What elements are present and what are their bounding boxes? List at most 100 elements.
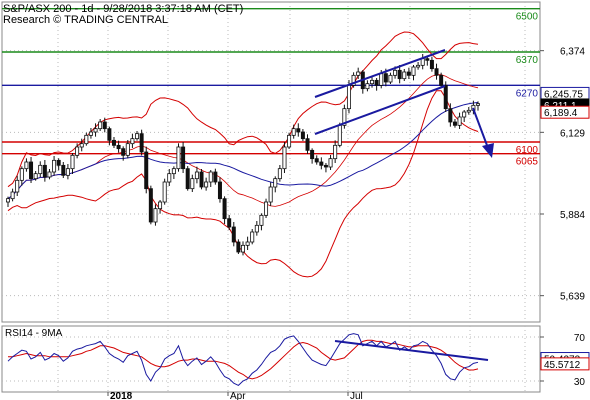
candle [144,146,149,194]
candle [277,165,282,182]
candle [194,166,199,184]
candle [135,131,140,141]
moving-average-line [7,101,479,200]
candle-body [194,171,199,180]
candle-body [56,159,61,166]
candle-body [379,73,384,86]
candle-body [236,241,241,253]
candle-body [116,144,121,150]
candle [254,221,259,236]
candle-body [167,173,172,183]
candle [111,137,116,148]
candle [190,174,195,192]
candle-body [268,186,273,203]
candle [273,176,278,193]
candle [342,104,347,129]
candle-body [448,108,453,123]
candle-body [227,218,232,228]
price-axis-label: 5,639 [560,292,585,303]
candle [121,146,126,161]
candle-body [79,143,84,148]
candle-body [47,171,52,178]
candle-body [397,69,402,80]
candle [15,175,20,196]
candle [319,157,324,170]
candle [268,182,273,206]
candle [351,72,356,88]
channel-upper-line [314,49,446,98]
candle-body [153,208,158,223]
candle-body [75,146,80,156]
candle [429,56,434,72]
candle [365,80,370,92]
candle [287,132,292,149]
candle [264,198,269,218]
candle-body [365,83,370,90]
forecast-arrow-line [472,107,489,149]
candle-body [370,79,375,85]
candle-body [245,241,250,246]
candle-body [213,171,218,183]
candle-body [475,103,480,106]
candle-body [199,171,204,188]
candle-body [337,124,342,146]
candle-body [429,59,434,70]
candle [434,63,439,80]
candle [337,122,342,148]
candle-body [61,164,66,176]
candle-body [24,161,29,170]
candle-body [15,179,20,193]
candle-body [121,148,126,156]
candle-body [388,74,393,83]
candle [162,178,167,205]
rsi-axis-label: 30 [574,377,586,388]
candle-body [65,168,70,176]
candle-body [10,191,15,200]
candles [6,54,480,256]
candle [333,140,338,163]
candle-body [425,58,430,61]
candle-body [190,178,195,190]
candle-body [296,128,301,133]
candle [282,142,287,173]
level-label: 6270 [516,88,539,99]
candle-body [310,149,315,160]
candle [374,78,379,91]
candle [56,158,61,171]
annotations [314,49,494,158]
price-tag: 6,245.75 [540,86,590,100]
candle [462,110,467,122]
price-axis-label: 6,129 [560,128,585,139]
level-label: 6500 [516,12,539,23]
candle [139,129,144,156]
candle-body [319,161,324,166]
candle [204,177,209,191]
candle [102,117,107,133]
bollinger-upper [7,31,479,188]
candle [116,140,121,153]
candle-body [33,173,38,180]
price-tag-label: 6,245.75 [544,89,583,100]
candle [259,213,264,231]
candle [245,236,250,250]
candle [406,67,411,79]
candle [397,65,402,84]
candle-body [176,146,181,170]
candle-body [264,201,269,216]
candle-body [443,84,448,110]
candle [70,153,75,174]
candle [370,75,375,88]
candle-body [98,121,103,130]
candle [466,107,471,115]
candle [24,158,29,172]
candle-body [111,139,116,146]
candle [148,185,153,225]
candle-body [107,128,112,141]
candle-body [217,181,222,200]
channel-lower-line [314,85,446,135]
candle-body [277,168,282,180]
candle-body [93,128,98,133]
candle-body [328,158,333,168]
candle-body [333,144,338,160]
candle-body [171,168,176,175]
